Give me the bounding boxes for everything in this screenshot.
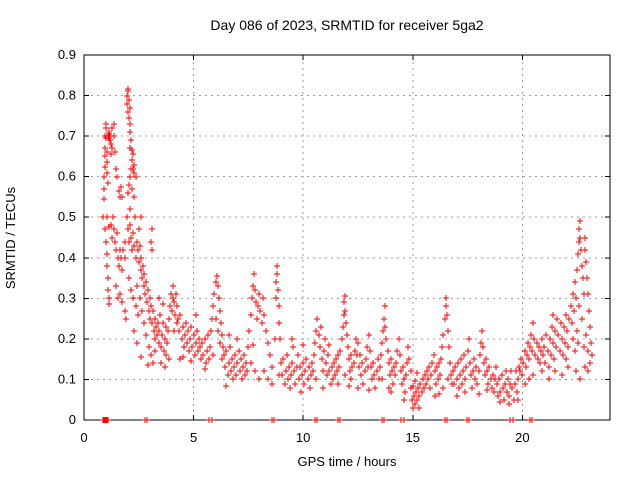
x-tick-label: 15 [406, 430, 420, 445]
gridlines [85, 56, 609, 419]
y-tick-label: 0.4 [58, 250, 76, 265]
grid-path [85, 56, 609, 419]
x-tick-label: 20 [515, 430, 529, 445]
x-tick-label: 5 [190, 430, 197, 445]
y-tick-label: 0.7 [58, 128, 76, 143]
y-tick-label: 0.5 [58, 209, 76, 224]
y-tick-label: 0 [69, 412, 76, 427]
scatter-points-path [100, 86, 595, 423]
x-tick-label: 10 [296, 430, 310, 445]
y-tick-label: 0.9 [58, 47, 76, 62]
x-tick-label: 0 [80, 430, 87, 445]
x-tick-labels: 0 5 10 15 20 [80, 430, 529, 445]
x-axis-label: GPS time / hours [298, 454, 397, 469]
y-tick-label: 0.3 [58, 290, 76, 305]
y-tick-label: 0.1 [58, 371, 76, 386]
data-points [100, 86, 595, 423]
y-tick-label: 0.8 [58, 88, 76, 103]
y-tick-labels: 0 0.1 0.2 0.3 0.4 0.5 0.6 0.7 0.8 0.9 [58, 47, 76, 427]
chart-title: Day 086 of 2023, SRMTID for receiver 5ga… [210, 17, 483, 33]
y-tick-label: 0.2 [58, 331, 76, 346]
axis-ticks [83, 54, 610, 421]
plot-border [83, 54, 611, 421]
tick-path [83, 54, 610, 421]
y-tick-label: 0.6 [58, 169, 76, 184]
y-axis-label: SRMTID / TECUs [3, 186, 18, 289]
